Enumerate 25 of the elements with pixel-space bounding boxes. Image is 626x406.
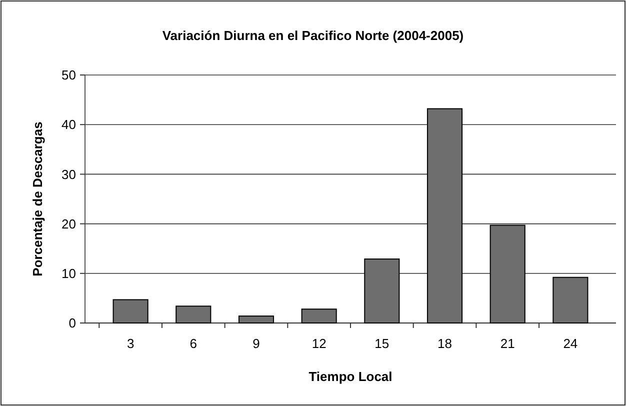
y-tick-label: 50 bbox=[62, 68, 76, 83]
x-tick-label: 6 bbox=[190, 336, 198, 351]
x-axis-title: Tiempo Local bbox=[308, 369, 392, 384]
x-tick-label: 9 bbox=[252, 336, 260, 351]
bar bbox=[426, 108, 463, 324]
bar bbox=[112, 299, 148, 324]
bar bbox=[490, 224, 526, 324]
bar bbox=[238, 316, 274, 324]
chart-title: Variación Diurna en el Pacifico Norte (2004-2005) bbox=[162, 28, 464, 43]
x-tick-label: 24 bbox=[563, 336, 578, 351]
bar bbox=[301, 308, 337, 324]
x-tick-label: 12 bbox=[312, 336, 326, 351]
x-tick-label: 3 bbox=[126, 336, 134, 351]
x-tick-label: 15 bbox=[374, 336, 390, 351]
y-tick-label: 0 bbox=[68, 316, 76, 331]
y-tick-label: 30 bbox=[62, 166, 76, 182]
y-tick-label: 20 bbox=[62, 216, 76, 232]
y-tick-label: 40 bbox=[62, 117, 76, 132]
y-axis-title: Porcentaje de Descargas bbox=[30, 122, 45, 276]
bar bbox=[364, 258, 400, 324]
y-tick-label: 10 bbox=[62, 266, 76, 281]
x-tick-label: 18 bbox=[438, 336, 452, 351]
bar bbox=[552, 276, 588, 324]
x-tick-label: 21 bbox=[500, 336, 515, 351]
bar bbox=[176, 306, 212, 324]
